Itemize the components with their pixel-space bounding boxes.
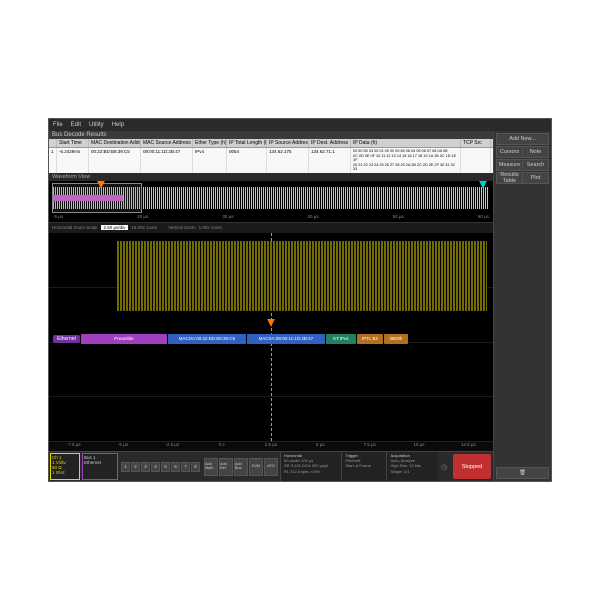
toolbar-add-bus-button[interactable]: Add Bus (234, 458, 248, 476)
cell: 00:22:BD:B8:39:C5 (89, 148, 141, 173)
decode-segment[interactable]: ET:IPv4 (326, 334, 356, 344)
decode-segment[interactable]: MACDA:00:22:BD:B8:39:C5 (168, 334, 246, 344)
menubar: File Edit Utility Help (49, 119, 551, 131)
menu-file[interactable]: File (53, 122, 63, 128)
main-waveform-area[interactable]: Ethernet PreambleMACDA:00:22:BD:B8:39:C5… (49, 233, 493, 451)
decode-segment[interactable]: 35E9h (384, 334, 408, 344)
bus-label[interactable]: Ethernet (53, 335, 80, 343)
overview-time-axis: -5 µs20 µs30 µs40 µs50 µs60 µs (49, 214, 493, 222)
channel-3-button[interactable]: 3 (141, 462, 150, 472)
add-new-button[interactable]: Add New... (496, 133, 549, 145)
col-header[interactable]: IP Dest. Address (309, 139, 351, 147)
decode-data-row[interactable]: 1-6.2429ms00:22:BD:B8:39:C508:00:11:1D:2… (49, 148, 493, 173)
trigger-cursor-icon[interactable] (267, 319, 275, 327)
trigger-info[interactable]: Trigger Ethernet Start of Frame (341, 452, 386, 481)
oscilloscope-window: File Edit Utility Help Bus Decode Result… (48, 118, 552, 482)
vzoom-factor: 1.00x zoom (199, 225, 222, 230)
cursors-button[interactable]: Cursors (497, 149, 523, 155)
menu-edit[interactable]: Edit (71, 122, 81, 128)
col-header[interactable]: MAC Destination Address (89, 139, 141, 147)
decode-header-row: Start TimeMAC Destination AddressMAC Sou… (49, 139, 493, 148)
menu-help[interactable]: Help (112, 122, 124, 128)
decode-title: Bus Decode Results (49, 131, 493, 139)
channel1-badge[interactable]: Ch 1 1 V/div 50 Ω 1 GHz (50, 453, 80, 480)
cell: IPv4 (193, 148, 227, 173)
search-button[interactable]: Search (523, 162, 548, 168)
horizontal-info[interactable]: Horizontal 50 µs/div 100 µs SR 3.125 GS/… (280, 452, 341, 481)
menu-utility[interactable]: Utility (89, 122, 104, 128)
right-panel: Add New... Cursors Note Measure Search R… (493, 131, 551, 481)
bus-decode-results: Bus Decode Results Start TimeMAC Destina… (49, 131, 493, 173)
measure-button[interactable]: Measure (497, 162, 523, 168)
channel-7-button[interactable]: 7 (181, 462, 190, 472)
channel-2-button[interactable]: 2 (131, 462, 140, 472)
channel-6-button[interactable]: 6 (171, 462, 180, 472)
trash-icon[interactable]: 🗑 (496, 467, 549, 479)
main-time-axis: -7.5 µs-5 µs-2.5 µs0 s2.5 µs5 µs7.5 µs10… (49, 441, 493, 451)
decode-segments: PreambleMACDA:00:22:BD:B8:39:C5MACSA:08:… (81, 334, 487, 344)
toolbar-add-math-button[interactable]: Add Math (204, 458, 218, 476)
bus1-badge[interactable]: Bus 1 Ethernet (82, 453, 118, 480)
add-buttons: Add MathAdd RefAdd BusDVMAFG (202, 452, 280, 481)
col-header[interactable]: IP Source Address (267, 139, 309, 147)
col-header[interactable] (49, 139, 57, 147)
channel-5-button[interactable]: 5 (161, 462, 170, 472)
clock-icon: ◷ (437, 452, 451, 481)
channel-4-button[interactable]: 4 (151, 462, 160, 472)
cell: 1 (49, 148, 57, 173)
hzoom-factor: 18.00x zoom (131, 225, 157, 230)
toolbar-add-ref-button[interactable]: Add Ref (219, 458, 233, 476)
decode-segment[interactable]: Preamble (81, 334, 167, 344)
waveform-title: Waveform View (49, 173, 493, 181)
zoom-region-box[interactable] (52, 183, 142, 213)
col-header[interactable]: Ether Type (h) (193, 139, 227, 147)
cell: 00 50 55 03 00 01 00 00 00 80 06 04 05 0… (351, 148, 461, 173)
plot-button[interactable]: Plot (523, 175, 548, 181)
results-table-button[interactable]: Results Table (497, 172, 523, 184)
waveform-overview[interactable]: -5 µs20 µs30 µs40 µs50 µs60 µs (49, 181, 493, 223)
channel-buttons: 12345678 (119, 452, 202, 481)
acquisition-info[interactable]: Acquisition Auto, Analyze High Res: 12 b… (386, 452, 437, 481)
decode-segment[interactable]: IPTL:84 (357, 334, 383, 344)
hzoom-scale-input[interactable]: 2.50 µs/div (101, 225, 129, 230)
decode-segment[interactable]: MACSA:08:00:11:1D:2B:47 (247, 334, 325, 344)
channel-1-button[interactable]: 1 (121, 462, 130, 472)
channel-8-button[interactable]: 8 (191, 462, 200, 472)
col-header[interactable]: Start Time (57, 139, 89, 147)
toolbar-dvm-button[interactable]: DVM (249, 458, 263, 476)
cell (461, 148, 491, 173)
zoom-controls: Horizontal Zoom Scale 2.50 µs/div 18.00x… (49, 223, 493, 233)
protocol-decode-lane: Ethernet PreambleMACDA:00:22:BD:B8:39:C5… (53, 331, 487, 347)
col-header[interactable]: MAC Source Address (141, 139, 193, 147)
vzoom-label: Vertical Zoom (168, 225, 196, 230)
col-header[interactable]: IP Data (h) (351, 139, 461, 147)
col-header[interactable]: TCP Src (461, 139, 491, 147)
bottom-status-bar: Ch 1 1 V/div 50 Ω 1 GHz Bus 1 Ethernet 1… (49, 451, 493, 481)
cell: 0054 (227, 148, 267, 173)
run-stop-button[interactable]: Stopped (453, 454, 491, 479)
note-button[interactable]: Note (523, 149, 548, 155)
hzoom-label: Horizontal Zoom Scale (52, 225, 98, 230)
channel1-signal (117, 241, 487, 311)
cell: -6.2429ms (57, 148, 89, 173)
cell: 134.62.71.1 (309, 148, 351, 173)
col-header[interactable]: IP Total Length (h) (227, 139, 267, 147)
cell: 134.62.175 (267, 148, 309, 173)
cell: 08:00:11:1D:2B:47 (141, 148, 193, 173)
toolbar-afg-button[interactable]: AFG (264, 458, 278, 476)
